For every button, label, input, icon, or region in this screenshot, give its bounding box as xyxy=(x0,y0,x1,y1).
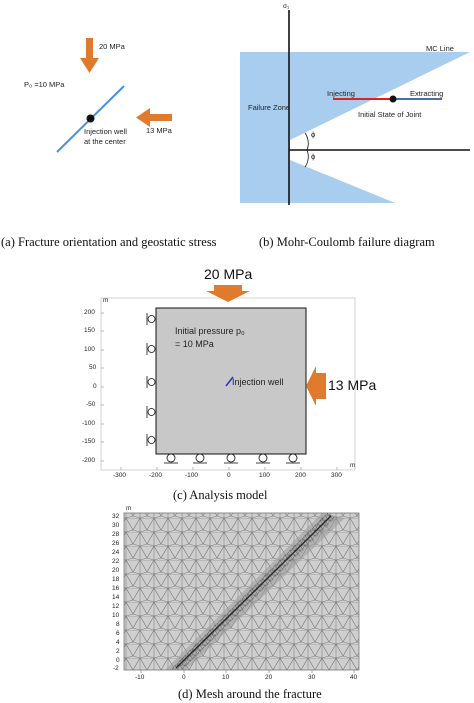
x-tick-label: 0 xyxy=(182,674,186,681)
vertical-stress-arrow-shaft xyxy=(86,38,93,58)
y-tick-label: 32 xyxy=(112,513,120,520)
panel-d-graphics xyxy=(123,512,360,673)
y-tick-label: 2 xyxy=(116,648,120,655)
x-tick-label: 30 xyxy=(308,674,316,681)
panel-c-initial-pressure-line1: Initial pressure p₀ xyxy=(175,326,245,336)
y-tick-label: -2 xyxy=(113,665,119,672)
y-tick-label: -200 xyxy=(82,457,96,464)
y-tick-label: 26 xyxy=(112,540,120,547)
y-tick-label: 16 xyxy=(112,585,120,592)
left-roller-supports xyxy=(146,313,156,446)
y-tick-label: -100 xyxy=(82,420,96,427)
phi-arc-upper xyxy=(304,132,309,151)
panel-a-well-label-line1: Injection well xyxy=(84,127,127,136)
panel-a-caption: (a) Fracture orientation and geostatic s… xyxy=(1,235,217,249)
y-tick-label: 20 xyxy=(112,567,120,574)
panel-b-initial-state-label: Initial State of Joint xyxy=(358,110,422,119)
y-tick-label: 200 xyxy=(84,309,95,316)
vertical-stress-arrow-head xyxy=(80,58,99,73)
model-right-arrow-shaft xyxy=(316,373,326,399)
failure-zone xyxy=(240,52,470,203)
model-domain xyxy=(155,307,307,455)
panel-c-horizontal-stress-label: 13 MPa xyxy=(328,377,377,393)
x-tick-label: -300 xyxy=(113,472,127,479)
injection-well-dot xyxy=(86,114,95,123)
y-tick-label: 0 xyxy=(116,657,120,664)
model-well-marker xyxy=(225,376,234,387)
y-tick-label: 24 xyxy=(112,549,120,556)
model-y-ticks xyxy=(101,312,104,462)
x-tick-label: 0 xyxy=(227,472,231,479)
y-tick-label: 4 xyxy=(116,639,120,646)
panel-c-initial-pressure-line2: = 10 MPa xyxy=(175,339,214,349)
panel-a-vertical-stress-label: 20 MPa xyxy=(99,42,125,51)
panel-b-graphics xyxy=(240,10,470,205)
y-tick-label: -50 xyxy=(86,401,96,408)
y-tick-label: 12 xyxy=(112,603,120,610)
x-tick-label: 10 xyxy=(222,674,230,681)
x-tick-label: 20 xyxy=(265,674,273,681)
initial-state-dot xyxy=(389,95,397,103)
model-x-ticks xyxy=(120,467,338,470)
panel-b-injecting-label: Injecting xyxy=(327,89,355,98)
y-tick-label: 22 xyxy=(112,558,120,565)
y-tick-label: 0 xyxy=(93,383,97,390)
x-tick-label: 200 xyxy=(295,472,306,479)
panel-b-phi-upper: ϕ xyxy=(311,130,316,139)
y-tick-label: 6 xyxy=(116,630,120,637)
phi-arc-lower xyxy=(304,149,309,168)
model-right-arrow-head xyxy=(306,366,316,406)
panel-d-unit: m xyxy=(126,505,132,512)
horizontal-stress-arrow-shaft xyxy=(150,114,172,121)
mesh-x-ticks xyxy=(140,670,355,673)
panel-b-axis-label: σ₁ xyxy=(283,3,290,10)
panel-c-graphics xyxy=(100,285,356,471)
x-tick-label: 300 xyxy=(331,472,342,479)
panel-c-x-unit: m xyxy=(350,462,356,469)
x-tick-label: -10 xyxy=(135,674,145,681)
y-tick-label: 30 xyxy=(112,522,120,529)
panel-a-horizontal-stress-label: 13 MPa xyxy=(146,126,172,135)
x-tick-label: 100 xyxy=(259,472,270,479)
panel-c-well-label: Injection well xyxy=(232,377,284,387)
y-tick-label: 8 xyxy=(116,621,120,628)
panel-b-failure-zone-label: Failure Zone xyxy=(248,103,291,112)
panel-a-well-label-line2: at the center xyxy=(84,137,126,146)
panel-a-initial-pressure-label: P₀ =10 MPa xyxy=(24,80,65,89)
x-tick-label: -100 xyxy=(185,472,199,479)
x-tick-label: -200 xyxy=(149,472,163,479)
panel-c-caption: (c) Analysis model xyxy=(173,488,268,502)
model-top-arrow-head xyxy=(206,291,250,302)
y-tick-label: 10 xyxy=(112,612,120,619)
panel-b-extracting-label: Extracting xyxy=(410,89,444,98)
mesh-fracture-line xyxy=(175,515,332,669)
panel-c-y-unit: m xyxy=(103,297,109,304)
panel-b-caption: (b) Mohr-Coulomb failure diagram xyxy=(259,235,435,249)
horizontal-stress-arrow-head xyxy=(136,108,150,127)
y-tick-label: 100 xyxy=(84,346,95,353)
panel-c-vertical-stress-label: 20 MPa xyxy=(204,266,253,282)
y-tick-label: 28 xyxy=(112,531,120,538)
mesh-frame xyxy=(123,512,360,671)
y-tick-label: -150 xyxy=(82,438,96,445)
panel-b-mc-line-label: MC Line xyxy=(426,44,454,53)
y-tick-label: 50 xyxy=(89,364,97,371)
y-tick-label: 150 xyxy=(84,327,95,334)
y-tick-label: 18 xyxy=(112,576,120,583)
panel-d-caption: (d) Mesh around the fracture xyxy=(178,687,322,701)
panel-b-phi-lower: ϕ xyxy=(311,152,316,161)
panel-a-graphics xyxy=(56,38,172,153)
bottom-roller-supports xyxy=(164,453,300,464)
y-tick-label: 14 xyxy=(112,594,120,601)
x-tick-label: 40 xyxy=(350,674,358,681)
model-top-arrow-shaft xyxy=(214,285,242,291)
